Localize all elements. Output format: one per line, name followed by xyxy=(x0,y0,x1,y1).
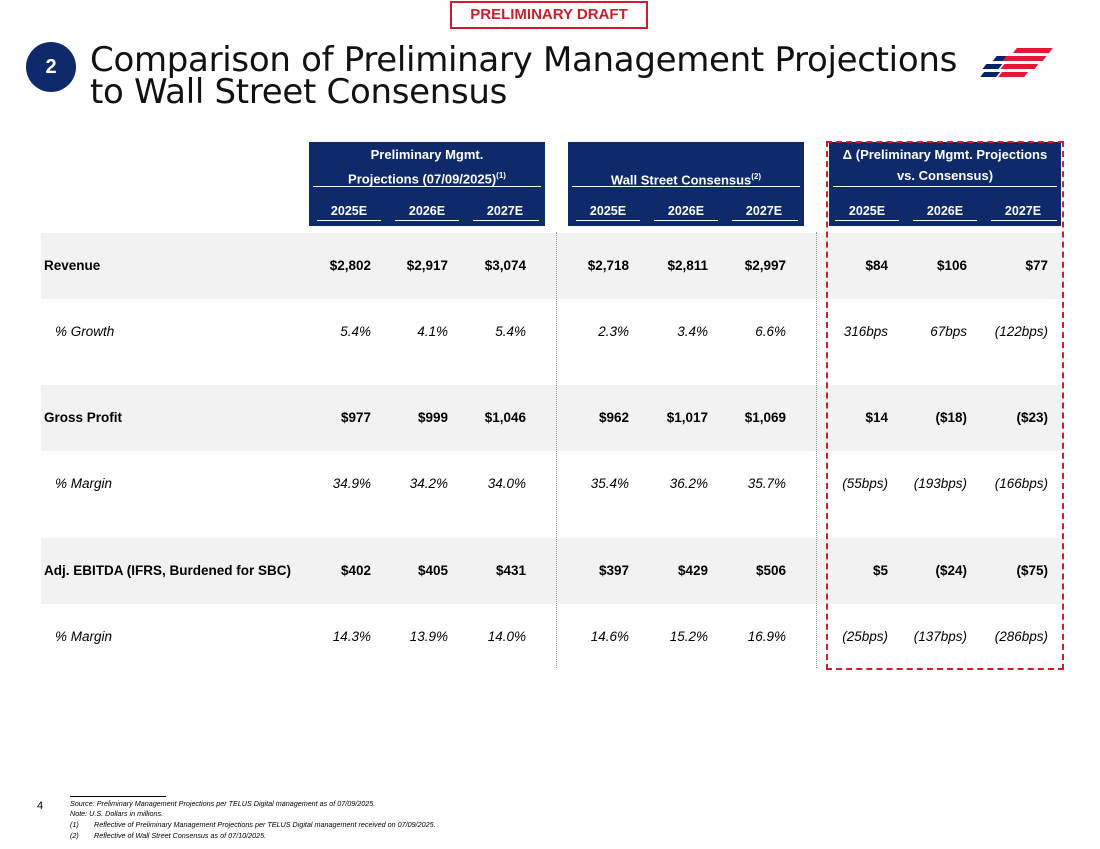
row-label: Gross Profit xyxy=(44,410,123,425)
mgmt-value-cell: $1,046 xyxy=(484,410,526,425)
delta-value-cell: $77 xyxy=(1025,258,1048,273)
consensus-value-cell: 36.2% xyxy=(669,476,708,491)
consensus-value-cell: 2.3% xyxy=(598,324,629,339)
row-label: % Growth xyxy=(55,324,115,339)
mgmt-value-cell: 14.3% xyxy=(332,629,371,644)
consensus-value-cell: 14.6% xyxy=(590,629,629,644)
footnote-ref-1: (1) xyxy=(496,171,506,180)
consensus-value-cell: 3.4% xyxy=(677,324,708,339)
consensus-value-cell: 6.6% xyxy=(755,324,786,339)
delta-value-cell: $5 xyxy=(872,563,888,578)
delta-value-cell: (55bps) xyxy=(842,476,888,491)
delta-value-cell: $106 xyxy=(936,258,967,273)
consensus-value-cell: 35.4% xyxy=(590,476,629,491)
mgmt-value-cell: 34.0% xyxy=(487,476,526,491)
consensus-header: Wall Street Consensus(2) 2025E 2026E 202… xyxy=(568,142,804,226)
page-title-line1: Comparison of Preliminary Management Pro… xyxy=(90,40,957,80)
delta-value-cell: (25bps) xyxy=(842,629,888,644)
mgmt-projections-header: Preliminary Mgmt. Projections (07/09/202… xyxy=(309,142,545,226)
mgmt-value-cell: 14.0% xyxy=(487,629,526,644)
delta-header-line1: Δ (Preliminary Mgmt. Projections xyxy=(842,147,1048,162)
consensus-value-cell: $506 xyxy=(755,563,786,578)
delta-value-cell: 316bps xyxy=(843,324,888,339)
mgmt-year-2025: 2025E xyxy=(330,204,368,218)
footnote-1: (1) Reflective of Preliminary Management … xyxy=(70,820,436,829)
mgmt-value-cell: 34.2% xyxy=(409,476,448,491)
delta-value-cell: $84 xyxy=(865,258,888,273)
mgmt-year-2026: 2026E xyxy=(408,204,446,218)
row-label: Revenue xyxy=(44,258,101,273)
consensus-year-2027: 2027E xyxy=(745,204,783,218)
consensus-value-cell: $2,997 xyxy=(744,258,786,273)
delta-value-cell: (122bps) xyxy=(994,324,1048,339)
mgmt-value-cell: $3,074 xyxy=(484,258,526,273)
delta-year-2025: 2025E xyxy=(848,204,886,218)
consensus-value-cell: 35.7% xyxy=(747,476,786,491)
delta-value-cell: 67bps xyxy=(930,324,967,339)
row-label: Adj. EBITDA (IFRS, Burdened for SBC) xyxy=(44,563,291,578)
consensus-year-2026: 2026E xyxy=(667,204,705,218)
preliminary-draft-stamp: PRELIMINARY DRAFT xyxy=(450,1,648,29)
mgmt-header-line2: Projections (07/09/2025) xyxy=(348,171,497,187)
delta-value-cell: $14 xyxy=(865,410,888,425)
delta-value-cell: ($75) xyxy=(1016,563,1048,578)
footnote-note: Note: U.S. Dollars in millions. xyxy=(70,809,164,818)
delta-year-2027: 2027E xyxy=(1004,204,1042,218)
delta-highlight-box xyxy=(826,141,1064,670)
delta-value-cell: (193bps) xyxy=(913,476,967,491)
consensus-value-cell: $962 xyxy=(598,410,629,425)
mgmt-value-cell: 4.1% xyxy=(417,324,448,339)
mgmt-value-cell: 13.9% xyxy=(409,629,448,644)
delta-header: Δ (Preliminary Mgmt. Projections vs. Con… xyxy=(829,142,1061,226)
delta-header-line2: vs. Consensus) xyxy=(896,168,994,183)
mgmt-value-cell: $2,917 xyxy=(406,258,448,273)
mgmt-value-cell: 34.9% xyxy=(332,476,371,491)
consensus-value-cell: 16.9% xyxy=(747,629,786,644)
section-number-badge: 2 xyxy=(26,42,76,92)
footnote-source: Source: Preliminary Management Projectio… xyxy=(70,799,376,808)
mgmt-header-line1: Preliminary Mgmt. xyxy=(370,147,484,162)
mgmt-value-cell: $2,802 xyxy=(329,258,371,273)
column-separator xyxy=(556,232,557,668)
footnote-2: (2) Reflective of Wall Street Consensus a… xyxy=(70,831,267,840)
delta-year-2026: 2026E xyxy=(926,204,964,218)
row-band-ebitda xyxy=(41,538,1063,604)
row-label: % Margin xyxy=(55,629,113,644)
mgmt-value-cell: $431 xyxy=(495,563,526,578)
row-band-gross-profit xyxy=(41,385,1063,451)
consensus-header-line1: Wall Street Consensus xyxy=(610,172,752,188)
consensus-value-cell: $2,811 xyxy=(667,258,708,273)
bank-flag-logo-icon xyxy=(980,48,1053,77)
consensus-year-2025: 2025E xyxy=(589,204,627,218)
consensus-value-cell: $1,017 xyxy=(666,410,708,425)
mgmt-value-cell: $405 xyxy=(417,563,448,578)
mgmt-value-cell: 5.4% xyxy=(495,324,526,339)
column-separator xyxy=(816,232,817,668)
page-title-line2: to Wall Street Consensus xyxy=(90,72,508,112)
footnote-ref-2: (2) xyxy=(751,172,762,181)
consensus-value-cell: 15.2% xyxy=(669,629,708,644)
consensus-value-cell: $2,718 xyxy=(587,258,629,273)
row-band-revenue xyxy=(41,233,1063,299)
delta-value-cell: (166bps) xyxy=(994,476,1048,491)
page-number: 4 xyxy=(37,800,44,812)
consensus-value-cell: $429 xyxy=(677,563,708,578)
footnote-divider xyxy=(70,796,166,797)
delta-value-cell: ($24) xyxy=(935,563,967,578)
mgmt-year-2027: 2027E xyxy=(486,204,524,218)
mgmt-value-cell: $977 xyxy=(340,410,371,425)
delta-value-cell: (286bps) xyxy=(994,629,1048,644)
delta-value-cell: ($23) xyxy=(1016,410,1048,425)
page-title: Comparison of Preliminary Management Pro… xyxy=(90,40,957,112)
mgmt-value-cell: 5.4% xyxy=(340,324,371,339)
row-label: % Margin xyxy=(55,476,113,491)
mgmt-value-cell: $999 xyxy=(417,410,448,425)
mgmt-value-cell: $402 xyxy=(340,563,371,578)
delta-value-cell: ($18) xyxy=(935,410,967,425)
delta-value-cell: (137bps) xyxy=(913,629,967,644)
consensus-value-cell: $397 xyxy=(598,563,629,578)
consensus-value-cell: $1,069 xyxy=(744,410,786,425)
